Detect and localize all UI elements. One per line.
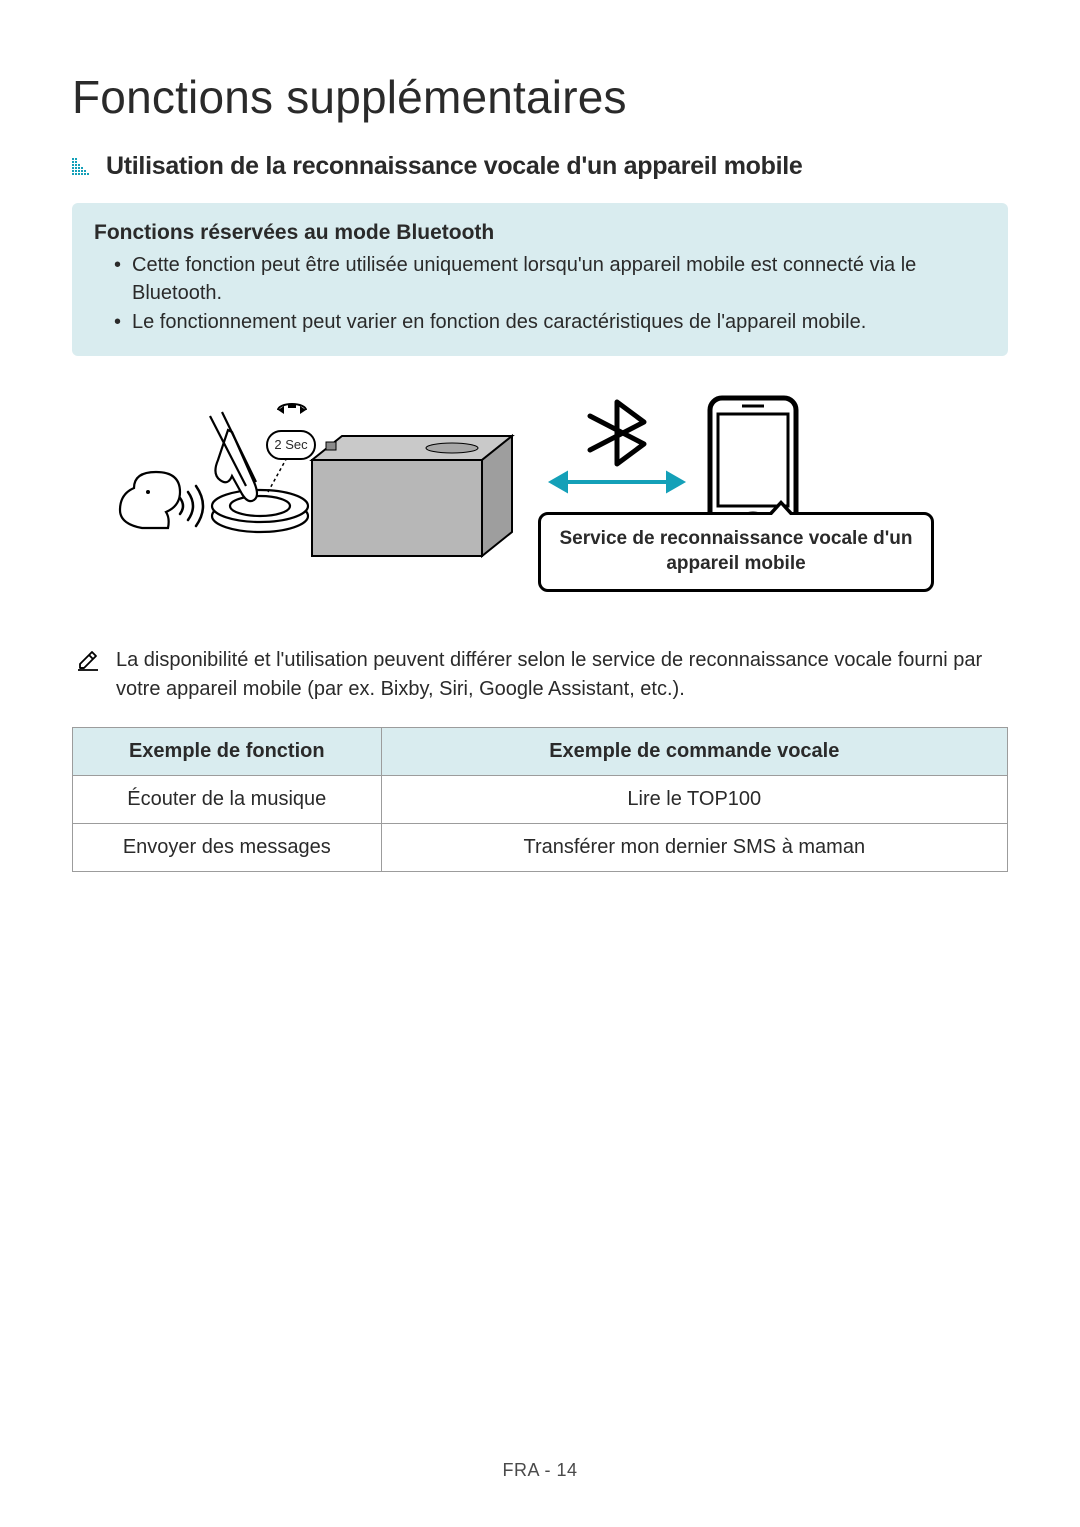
note-text: La disponibilité et l'utilisation peuven… — [116, 646, 1004, 703]
page-title: Fonctions supplémentaires — [72, 70, 1008, 124]
examples-table: Exemple de fonction Exemple de commande … — [72, 727, 1008, 872]
diagram-callout: Service de reconnaissance vocale d'un ap… — [538, 512, 934, 591]
instruction-diagram: 2 Sec — [72, 392, 1008, 622]
table-cell: Lire le TOP100 — [381, 775, 1007, 823]
table-header: Exemple de commande vocale — [381, 727, 1007, 775]
diagram-speaker — [292, 420, 522, 580]
page-footer: FRA - 14 — [0, 1460, 1080, 1481]
table-row: Envoyer des messages Transférer mon dern… — [73, 823, 1008, 871]
table-header: Exemple de fonction — [73, 727, 382, 775]
note: La disponibilité et l'utilisation peuven… — [72, 646, 1008, 703]
info-box-bullet: Le fonctionnement peut varier en fonctio… — [114, 308, 986, 336]
pencil-icon — [76, 648, 100, 703]
diagram-sec-label: 2 Sec — [266, 430, 316, 460]
info-box-heading: Fonctions réservées au mode Bluetooth — [94, 221, 986, 245]
table-cell: Écouter de la musique — [73, 775, 382, 823]
table-row: Écouter de la musique Lire le TOP100 — [73, 775, 1008, 823]
table-cell: Transférer mon dernier SMS à maman — [381, 823, 1007, 871]
info-box: Fonctions réservées au mode Bluetooth Ce… — [72, 203, 1008, 356]
info-box-bullet: Cette fonction peut être utilisée unique… — [114, 251, 986, 308]
section-heading: Utilisation de la reconnaissance vocale … — [72, 152, 1008, 181]
table-cell: Envoyer des messages — [73, 823, 382, 871]
section-heading-text: Utilisation de la reconnaissance vocale … — [106, 152, 803, 181]
section-icon — [72, 156, 94, 178]
